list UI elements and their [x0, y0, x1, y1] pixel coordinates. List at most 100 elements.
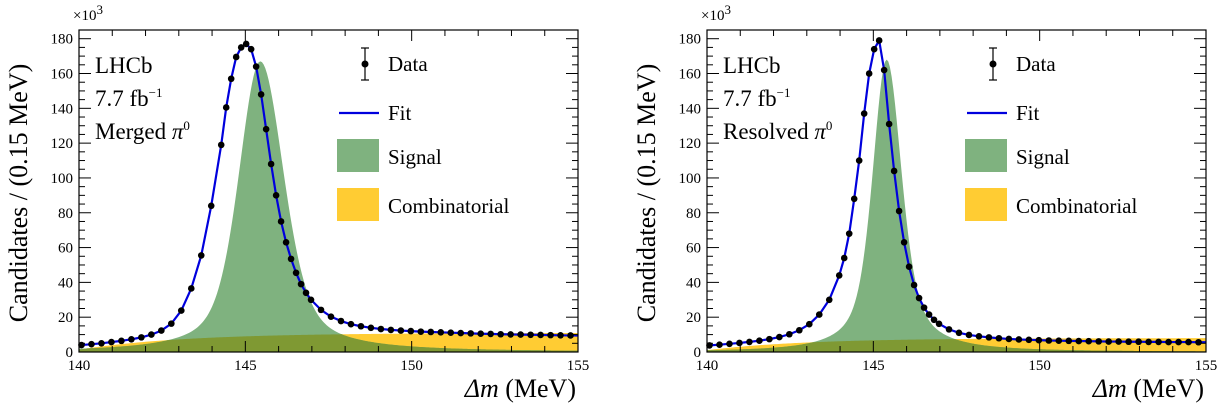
particle-symbol: π	[814, 119, 827, 144]
data-point	[187, 285, 195, 292]
legend-combinatorial-swatch	[965, 188, 1007, 221]
data-point	[297, 280, 305, 288]
data-point	[860, 110, 868, 117]
y-tick-label: 80	[58, 206, 73, 222]
data-point	[302, 289, 310, 297]
data-point	[222, 104, 230, 111]
y-axis-label: Candidates / (0.15 MeV)	[4, 64, 33, 323]
data-point	[227, 75, 235, 83]
legend-signal-swatch	[337, 139, 379, 172]
overlap-area	[79, 334, 578, 352]
legend-combinatorial-swatch	[337, 188, 379, 221]
data-point	[945, 326, 953, 333]
plot-frame	[706, 29, 1207, 353]
data-point	[567, 332, 574, 339]
y-tick-label: 140	[679, 101, 702, 117]
data-point	[327, 313, 335, 320]
data-point	[850, 195, 858, 203]
legend-fit-label: Fit	[388, 101, 412, 125]
data-point	[935, 320, 943, 328]
data-point	[367, 324, 375, 332]
y-tick-label: 180	[51, 32, 74, 48]
data-point	[377, 325, 385, 333]
fit-components	[79, 61, 578, 352]
data-point	[975, 333, 983, 340]
data-point	[786, 330, 793, 338]
data-point	[1095, 338, 1103, 345]
data-point	[177, 307, 185, 314]
x-axis: 140 145 150 155	[68, 30, 589, 374]
luminosity-label: 7.7 fb−1	[95, 85, 163, 111]
data-point	[158, 327, 165, 334]
data-point	[1005, 335, 1013, 343]
data-point	[138, 334, 145, 341]
data-point	[357, 322, 365, 330]
data-point	[242, 40, 250, 48]
data-point	[527, 331, 534, 339]
data-point	[292, 269, 300, 277]
x-axis: 140 145 150 155	[696, 30, 1217, 374]
x-tick-label: 145	[234, 358, 257, 374]
data-point	[317, 306, 325, 314]
data-point	[487, 330, 494, 338]
data-point	[910, 281, 918, 289]
data-point	[347, 320, 355, 328]
data-point	[437, 329, 445, 336]
data-point	[930, 316, 938, 324]
data-point	[547, 331, 554, 339]
data-point	[1045, 337, 1053, 344]
y-tick-label: 140	[51, 101, 74, 117]
data-point	[776, 333, 783, 341]
data-point	[1125, 338, 1132, 346]
data-point	[217, 141, 225, 149]
y-tick-label: 160	[679, 67, 702, 83]
particle-superscript: 0	[826, 118, 833, 133]
legend-data-marker	[989, 47, 997, 81]
luminosity-exponent: −1	[777, 85, 791, 100]
y-tick-label: 0	[694, 345, 702, 361]
data-point	[995, 334, 1003, 342]
data-point	[895, 207, 903, 215]
particle-superscript: 0	[183, 118, 190, 133]
data-point	[457, 329, 465, 337]
data-point	[557, 331, 564, 339]
data-point	[237, 44, 245, 51]
legend-data-label: Data	[388, 52, 428, 76]
data-point	[1175, 338, 1182, 346]
y-tick-label: 80	[686, 206, 701, 222]
info-box: LHCb 7.7 fb−1 Resolved π0	[723, 53, 832, 144]
data-point	[257, 91, 265, 98]
data-point	[1195, 338, 1202, 346]
legend-signal-label: Signal	[1016, 145, 1070, 169]
data-point	[1105, 338, 1112, 345]
data-point	[805, 320, 813, 328]
data-point	[417, 328, 425, 335]
data-point	[825, 296, 833, 304]
y-tick-label: 60	[686, 241, 701, 257]
data-point	[337, 317, 345, 325]
luminosity-exponent: −1	[149, 85, 163, 100]
y-tick-label: 120	[679, 136, 702, 152]
data-point	[1165, 338, 1172, 346]
y-tick-label: 120	[51, 136, 74, 152]
data-point	[427, 328, 435, 336]
legend-combinatorial-label: Combinatorial	[1016, 194, 1137, 218]
legend-data-dot	[361, 60, 369, 68]
legend-combinatorial-label: Combinatorial	[388, 194, 509, 218]
plot-frame	[78, 29, 579, 353]
y-tick-label: 40	[58, 275, 73, 291]
data-point	[98, 340, 105, 347]
category-label: Merged π0	[95, 118, 190, 144]
data-point	[148, 331, 155, 338]
category-name: Merged	[95, 119, 167, 144]
x-tick-label: 145	[862, 358, 885, 374]
y-tick-label: 100	[51, 171, 74, 187]
data-point	[277, 218, 285, 225]
data-point	[88, 340, 95, 348]
data-point	[467, 330, 475, 337]
data-point	[477, 330, 484, 338]
data-point	[736, 339, 743, 347]
data-point	[1075, 337, 1083, 345]
data-point	[267, 160, 275, 168]
